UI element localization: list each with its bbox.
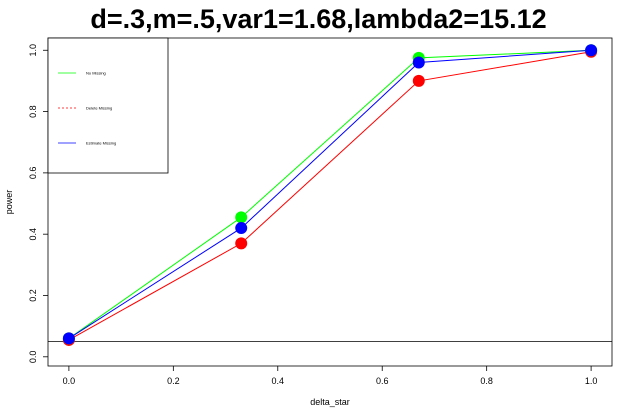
series-line-no-missing [68, 49, 592, 339]
x-tick-label: 0.8 [480, 376, 493, 386]
x-tick-label: 0.6 [376, 376, 389, 386]
series-line-delete-missing [68, 51, 592, 341]
y-tick-label: 0.6 [28, 167, 38, 180]
y-tick-label: 0.2 [28, 289, 38, 302]
data-point-estimate-missing [235, 222, 248, 235]
chart-title: d=.3,m=.5,var1=1.68,lambda2=15.12 [90, 4, 547, 34]
x-tick-label: 1.0 [585, 376, 598, 386]
legend-label: No Missing [86, 71, 106, 76]
legend-label: Delete Missing [86, 106, 112, 111]
data-point-no-missing [235, 211, 248, 224]
data-point-estimate-missing [412, 56, 425, 69]
data-point-estimate-missing [585, 44, 598, 57]
x-tick-label: 0.0 [63, 376, 76, 386]
plot-frame [47, 37, 613, 367]
legend-box [47, 37, 169, 174]
x-axis-label: delta_star [310, 397, 350, 407]
data-point-estimate-missing [62, 332, 75, 345]
x-tick-label: 0.2 [167, 376, 180, 386]
legend-label: Estimate Missing [86, 141, 116, 146]
data-point-delete-missing [235, 237, 248, 250]
y-tick-label: 0.4 [28, 228, 38, 241]
y-tick-label: 0.8 [28, 105, 38, 118]
x-tick-label: 0.4 [272, 376, 285, 386]
y-axis-label: power [4, 190, 14, 215]
y-tick-label: 1.0 [28, 44, 38, 57]
series-line-estimate-missing [68, 49, 592, 339]
y-tick-label: 0.0 [28, 351, 38, 364]
data-point-delete-missing [412, 74, 425, 87]
